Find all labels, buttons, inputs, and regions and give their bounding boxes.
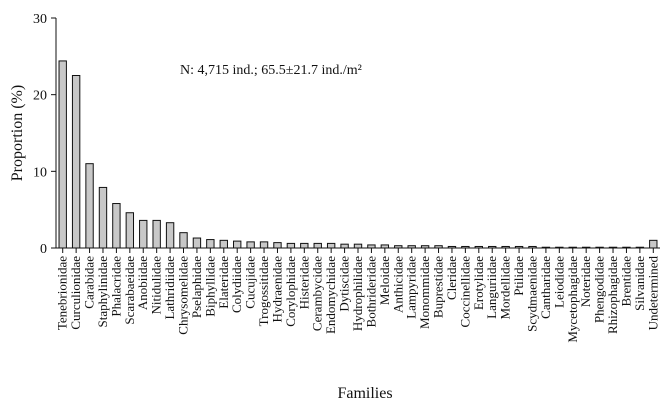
bar bbox=[206, 239, 215, 249]
bar bbox=[71, 75, 81, 249]
bar bbox=[139, 219, 148, 249]
bar bbox=[179, 232, 188, 249]
bar bbox=[649, 239, 658, 249]
bar bbox=[58, 60, 67, 249]
bar bbox=[233, 240, 242, 249]
x-tick-label: Histeridae bbox=[296, 256, 311, 310]
bar bbox=[192, 237, 202, 249]
x-tick-label: Colydiidae bbox=[229, 256, 244, 313]
x-tick-label: Endomychidae bbox=[323, 256, 338, 334]
x-tick-label: Phalacridae bbox=[108, 256, 123, 317]
x-tick-label: Meloidae bbox=[377, 256, 392, 305]
bar bbox=[340, 243, 349, 249]
bar bbox=[85, 163, 94, 249]
y-tick-label: 30 bbox=[33, 12, 47, 27]
bar bbox=[353, 243, 363, 249]
x-tick-label: Buprestidae bbox=[431, 256, 446, 318]
x-tick-label: Erotylidae bbox=[471, 256, 486, 310]
bar bbox=[326, 242, 336, 249]
bar bbox=[112, 203, 121, 249]
x-tick-label: Brentidae bbox=[618, 256, 633, 307]
x-tick-label: Lampyridae bbox=[404, 256, 419, 319]
y-tick-label: 0 bbox=[40, 242, 47, 257]
x-tick-label: Anthicidae bbox=[390, 256, 405, 313]
x-tick-label: Mycetophagidae bbox=[565, 256, 580, 343]
x-tick-label: Anobiidae bbox=[135, 256, 150, 310]
x-tick-label: Undetermined bbox=[645, 256, 660, 331]
bars-layer bbox=[58, 60, 658, 249]
x-tick-label: Carabidae bbox=[82, 256, 97, 309]
x-tick-label: Coccinellidae bbox=[457, 256, 472, 328]
x-tick-label: Bothrideridae bbox=[363, 256, 378, 328]
bar bbox=[125, 212, 135, 249]
x-tick-label: Tenebrionidae bbox=[55, 256, 70, 330]
x-tick-label: Dytiscidae bbox=[337, 256, 352, 312]
x-tick-label: Hydraenidae bbox=[269, 256, 284, 323]
x-tick-label: Cleridae bbox=[444, 256, 459, 300]
x-tick-label: Languriidae bbox=[484, 256, 499, 319]
x-tick-label: Corylophidae bbox=[283, 256, 298, 327]
bar bbox=[259, 241, 269, 249]
x-tick-label: Noteridae bbox=[578, 256, 593, 307]
x-tick-label: Monommidae bbox=[417, 256, 432, 329]
y-tick-label: 20 bbox=[33, 89, 47, 104]
bar bbox=[286, 242, 296, 249]
x-tick-label: Mordellidae bbox=[498, 256, 513, 320]
x-tick-label: Staphylinidae bbox=[95, 256, 110, 328]
bar bbox=[273, 242, 282, 249]
bar bbox=[313, 242, 322, 249]
bar bbox=[300, 242, 309, 249]
x-tick-label: Cerambycidae bbox=[310, 256, 325, 331]
x-tick-label: Trogossitidae bbox=[256, 256, 271, 327]
x-tick-label: Biphyllidae bbox=[202, 256, 217, 317]
x-tick-label: Scydmaenidae bbox=[524, 256, 539, 332]
bar bbox=[98, 186, 108, 249]
x-tick-label: Ptilidae bbox=[511, 256, 526, 296]
x-tick-label: Hydrophilidae bbox=[350, 256, 365, 331]
x-tick-label: Pselaphidae bbox=[189, 256, 204, 318]
x-tick-label: Scarabaeidae bbox=[122, 256, 137, 325]
x-tick-label: Chrysomelidae bbox=[176, 256, 191, 335]
x-tick-label: Curculionidae bbox=[68, 256, 83, 330]
chart-annotation: N: 4,715 ind.; 65.5±21.7 ind./m² bbox=[180, 63, 362, 78]
axes-layer bbox=[51, 17, 660, 253]
x-tick-label: Cucujidae bbox=[243, 256, 258, 309]
bar bbox=[165, 222, 175, 249]
bar bbox=[152, 219, 161, 249]
y-tick-label: 10 bbox=[33, 165, 47, 180]
x-axis-title: Families bbox=[337, 385, 392, 402]
labels-layer: 0 10 20 30 TenebrionidaeCurculionidaeCarabid… bbox=[33, 12, 660, 343]
x-tick-label: Phengodidae bbox=[592, 256, 607, 323]
x-tick-label: Nitidulidae bbox=[149, 256, 164, 315]
x-tick-label: Silvanidae bbox=[632, 256, 647, 311]
y-axis-title: Proportion (%) bbox=[9, 85, 26, 181]
bar bbox=[246, 241, 255, 249]
x-tick-label: Rhizophagidae bbox=[605, 256, 620, 334]
x-tick-label: Lathridiidae bbox=[162, 256, 177, 320]
x-tick-label: Cantharidae bbox=[538, 256, 553, 319]
bar bbox=[219, 239, 228, 249]
x-tick-label: Elateridae bbox=[216, 256, 231, 309]
x-tick-label: Leiodidae bbox=[551, 256, 566, 308]
